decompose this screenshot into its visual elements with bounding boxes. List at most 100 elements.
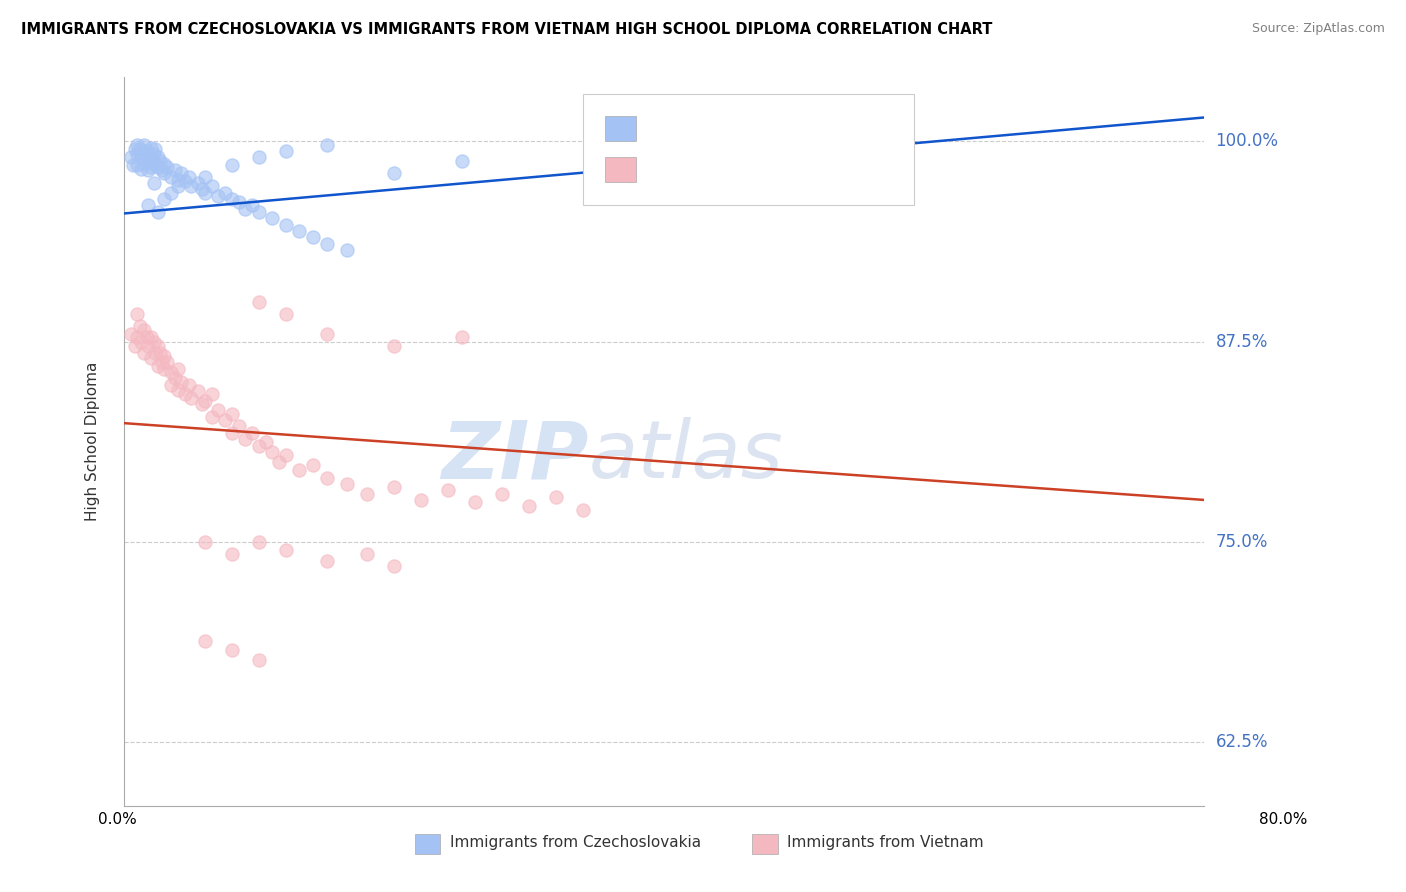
Point <box>315 554 337 568</box>
Point <box>127 158 149 172</box>
Text: Source: ZipAtlas.com: Source: ZipAtlas.com <box>1251 22 1385 36</box>
Point <box>127 147 149 161</box>
Point <box>187 176 209 190</box>
Point <box>139 329 162 343</box>
Point <box>134 157 156 171</box>
Text: N = 65: N = 65 <box>756 118 820 136</box>
Point <box>153 361 176 376</box>
Text: 87.5%: 87.5% <box>1216 333 1268 351</box>
Text: 0.0%: 0.0% <box>98 812 138 827</box>
Point <box>201 387 224 401</box>
Point <box>131 334 153 349</box>
Point <box>382 166 405 180</box>
Point <box>274 218 297 232</box>
Point <box>491 486 513 500</box>
Text: ZIP: ZIP <box>441 417 589 495</box>
Point <box>382 480 405 494</box>
Point <box>336 477 359 491</box>
Point <box>173 387 195 401</box>
Point <box>149 345 172 359</box>
Point <box>240 425 263 440</box>
Text: atlas: atlas <box>589 417 783 495</box>
Point <box>150 163 173 178</box>
Point <box>336 244 359 258</box>
Text: IMMIGRANTS FROM CZECHOSLOVAKIA VS IMMIGRANTS FROM VIETNAM HIGH SCHOOL DIPLOMA CO: IMMIGRANTS FROM CZECHOSLOVAKIA VS IMMIGR… <box>21 22 993 37</box>
Point <box>214 413 236 427</box>
Point <box>194 393 217 408</box>
Point <box>160 365 183 379</box>
Point <box>201 179 224 194</box>
Text: R =: R = <box>644 118 689 136</box>
Point <box>194 633 217 648</box>
Point <box>177 169 200 184</box>
Point <box>247 653 270 667</box>
Point <box>153 349 176 363</box>
Point <box>302 458 325 472</box>
Point <box>135 144 157 158</box>
Point <box>142 334 165 349</box>
Point <box>240 198 263 212</box>
Point <box>450 329 472 343</box>
Point <box>228 419 250 434</box>
Point <box>146 359 169 373</box>
Point <box>136 153 159 168</box>
Point <box>134 345 156 359</box>
Point <box>221 158 243 172</box>
Point <box>169 375 191 389</box>
Point <box>546 490 568 504</box>
Text: 62.5%: 62.5% <box>1216 732 1268 751</box>
Point <box>139 151 162 165</box>
Point <box>160 377 183 392</box>
Point <box>247 534 270 549</box>
Point <box>142 176 165 190</box>
Text: Immigrants from Czechoslovakia: Immigrants from Czechoslovakia <box>450 836 702 850</box>
Point <box>136 198 159 212</box>
Text: 75.0%: 75.0% <box>1216 533 1268 550</box>
Point <box>156 355 179 369</box>
Point <box>274 448 297 462</box>
Point <box>146 160 169 174</box>
Point <box>160 169 183 184</box>
Point <box>274 542 297 557</box>
Text: 0.314: 0.314 <box>686 118 742 136</box>
Point <box>167 179 190 194</box>
Point <box>127 307 149 321</box>
Point <box>136 163 159 178</box>
Point <box>450 153 472 168</box>
Point <box>124 143 146 157</box>
Point <box>247 205 270 219</box>
Point <box>235 202 257 216</box>
Point <box>194 169 217 184</box>
Point <box>142 157 165 171</box>
Point <box>129 143 152 157</box>
Point <box>139 351 162 365</box>
Point <box>160 186 183 200</box>
Point <box>143 143 166 157</box>
Point <box>254 435 277 450</box>
Point <box>235 432 257 446</box>
Point <box>177 377 200 392</box>
Point <box>131 151 153 165</box>
Point <box>120 151 142 165</box>
Point <box>191 182 214 196</box>
Point <box>207 403 229 417</box>
Point <box>315 236 337 251</box>
Point <box>134 147 156 161</box>
Point <box>131 161 153 176</box>
Point <box>221 643 243 657</box>
Point <box>274 307 297 321</box>
Text: -0.072: -0.072 <box>686 159 751 177</box>
Point <box>201 409 224 424</box>
Text: R =: R = <box>644 159 683 177</box>
Text: 100.0%: 100.0% <box>1216 132 1278 151</box>
Point <box>194 534 217 549</box>
Text: 80.0%: 80.0% <box>1260 812 1308 827</box>
Point <box>221 407 243 421</box>
Point <box>187 384 209 398</box>
Point <box>437 483 460 498</box>
Point <box>221 425 243 440</box>
Point <box>180 179 202 194</box>
Y-axis label: High School Diploma: High School Diploma <box>86 362 100 521</box>
Point <box>169 166 191 180</box>
Point <box>124 339 146 353</box>
